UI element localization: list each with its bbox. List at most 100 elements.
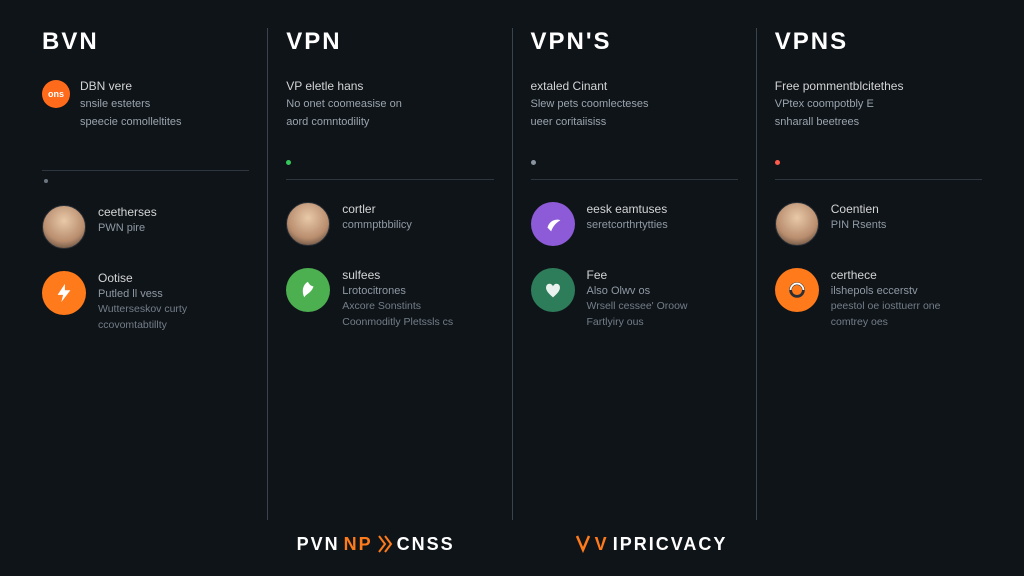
item-t3b: Fartlyiry ous	[587, 315, 688, 329]
column-heading: VPN'S	[531, 28, 738, 56]
item-t1: Fee	[587, 268, 688, 282]
bullets	[775, 160, 982, 165]
list-item: certhece ilshepols eccerstv peestol oe ios…	[775, 268, 982, 331]
top-text: VP eletle hans No onet coomeasise on aord …	[286, 78, 402, 130]
item-t1: sulfees	[342, 268, 453, 282]
top-text: Free pommentblcitethes VPtex coompotbly E…	[775, 78, 904, 130]
top-block: extaled Cinant Slew pets coomlecteses ueer…	[531, 78, 738, 156]
top-text: DBN vere snsile esteters speecie comollelt…	[80, 78, 182, 130]
column-3: VPNS Free pommentblcitethes VPtex coompotb…	[757, 28, 1000, 520]
bullet-row	[531, 160, 738, 165]
avatar-icon	[286, 202, 330, 246]
list-item: Fee Also Olwv os Wrsell cessee' Oroow Fartl…	[531, 268, 738, 331]
bullet-row	[286, 160, 493, 165]
item-t2: Lrotocitrones	[342, 285, 453, 297]
item-t1: Ootise	[98, 271, 187, 285]
item-t3a: Wutterseskov curty	[98, 302, 187, 316]
leaf-icon	[286, 268, 330, 312]
list-item: sulfees Lrotocitrones Axcore Sonstints Coon…	[286, 268, 493, 331]
column-heading: BVN	[42, 28, 249, 56]
item-body: eesk eamtuses seretcorthrtytties	[587, 202, 668, 246]
ring-icon	[775, 268, 819, 312]
bullet-dot	[531, 160, 536, 165]
item-t2: PWN pire	[98, 222, 157, 234]
top-line3: speecie comolleltites	[80, 115, 182, 130]
list-item: Coentien PIN Rsents	[775, 202, 982, 246]
comparison-grid: BVN ons DBN vere snsile esteters speecie com…	[0, 0, 1024, 520]
brand2-part-b: IPRICVACY	[613, 534, 728, 555]
avatar-icon	[42, 205, 86, 249]
list-item: Ootise Putled ll vess Wutterseskov curty cc…	[42, 271, 249, 334]
list-item: eesk eamtuses seretcorthrtytties	[531, 202, 738, 246]
item-body: Fee Also Olwv os Wrsell cessee' Oroow Fartl…	[587, 268, 688, 331]
top-line2: VPtex coompotbly E	[775, 97, 904, 112]
item-body: certhece ilshepols eccerstv peestol oe ios…	[831, 268, 941, 331]
avatar-icon	[775, 202, 819, 246]
item-t3b: comtrey oes	[831, 315, 941, 329]
brand1-part-b: NP	[344, 534, 373, 555]
bullets	[531, 160, 738, 165]
column-heading: VPN	[286, 28, 493, 56]
column-2: VPN'S extaled Cinant Slew pets coomlectese…	[513, 28, 757, 520]
top-line2: No onet coomeasise on	[286, 97, 402, 112]
item-t2: commptbbilicy	[342, 219, 412, 231]
separator	[775, 179, 982, 180]
item-t2: ilshepols eccerstv	[831, 285, 941, 297]
item-t1: certhece	[831, 268, 941, 282]
item-t1: ceetherses	[98, 205, 157, 219]
item-body: sulfees Lrotocitrones Axcore Sonstints Coon…	[342, 268, 453, 331]
brand-vipricvacy: VIPRICVACY	[575, 534, 728, 555]
separator	[42, 170, 249, 171]
footer: PVNNP CNSS VIPRICVACY	[0, 520, 1024, 576]
brand1-part-a: PVN	[297, 534, 340, 555]
separator	[531, 179, 738, 180]
swoosh-icon	[531, 202, 575, 246]
separator	[286, 179, 493, 180]
top-block: ons DBN vere snsile esteters speecie comoll…	[42, 78, 249, 156]
column-1: VPN VP eletle hans No onet coomeasise on ao…	[268, 28, 512, 520]
item-body: Coentien PIN Rsents	[831, 202, 887, 246]
brand2-part-a: V	[595, 534, 609, 555]
bullet-dot	[775, 160, 780, 165]
item-t3a: peestol oe iosttuerr one	[831, 299, 941, 313]
top-line2: snsile esteters	[80, 97, 182, 112]
top-line1: VP eletle hans	[286, 78, 402, 94]
item-t3b: ccovomtabtillty	[98, 318, 187, 332]
item-t2: seretcorthrtytties	[587, 219, 668, 231]
item-body: ceetherses PWN pire	[98, 205, 157, 249]
top-line3: aord comntodility	[286, 115, 402, 130]
item-body: cortler commptbbilicy	[342, 202, 412, 246]
brand-pvnnp: PVNNP CNSS	[297, 534, 455, 555]
top-text: extaled Cinant Slew pets coomlecteses ueer…	[531, 78, 649, 130]
heart-icon	[531, 268, 575, 312]
list-item: ceetherses PWN pire	[42, 205, 249, 249]
item-t1: eesk eamtuses	[587, 202, 668, 216]
bolt-icon	[42, 271, 86, 315]
chevron-icon	[377, 534, 393, 554]
item-t3a: Wrsell cessee' Oroow	[587, 299, 688, 313]
top-line1: Free pommentblcitethes	[775, 78, 904, 94]
bullets	[286, 160, 493, 165]
top-line1: extaled Cinant	[531, 78, 649, 94]
bullet-dot	[286, 160, 291, 165]
top-badge: ons	[42, 80, 70, 108]
brand1-part-c: CNSS	[397, 534, 455, 555]
bullet-row	[775, 160, 982, 165]
top-line3: ueer coritaiisiss	[531, 115, 649, 130]
top-line3: snharall beetrees	[775, 115, 904, 130]
item-t1: cortler	[342, 202, 412, 216]
column-0: BVN ons DBN vere snsile esteters speecie com…	[24, 28, 268, 520]
top-block: VP eletle hans No onet coomeasise on aord …	[286, 78, 493, 156]
column-heading: VPNS	[775, 28, 982, 56]
v-icon	[575, 534, 591, 554]
top-line2: Slew pets coomlecteses	[531, 97, 649, 112]
item-t2: PIN Rsents	[831, 219, 887, 231]
item-t3b: Coonmoditly Pletssls cs	[342, 315, 453, 329]
item-t1: Coentien	[831, 202, 887, 216]
item-t2: Also Olwv os	[587, 285, 688, 297]
tiny-dot	[44, 179, 48, 183]
list-item: cortler commptbbilicy	[286, 202, 493, 246]
top-line1: DBN vere	[80, 78, 182, 94]
item-t2: Putled ll vess	[98, 288, 187, 300]
item-t3a: Axcore Sonstints	[342, 299, 453, 313]
